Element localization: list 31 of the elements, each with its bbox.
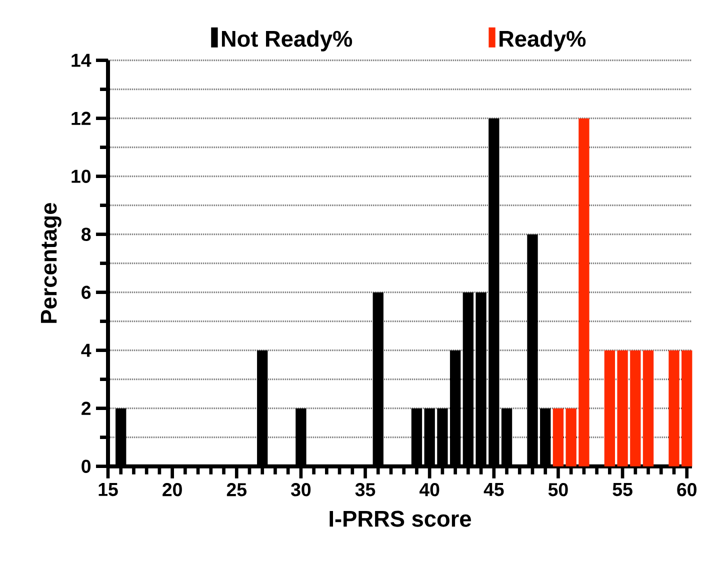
x-tick-label: 45	[484, 483, 504, 496]
x-tick-label: 55	[612, 483, 632, 496]
y-tick-label: 0	[82, 460, 91, 473]
bar	[604, 350, 616, 466]
x-tick-label: 50	[548, 483, 568, 496]
x-tick-label: 25	[226, 483, 247, 496]
bar	[578, 118, 590, 466]
bar	[668, 350, 680, 466]
bar	[630, 350, 641, 466]
y-tick-label: 8	[81, 228, 91, 241]
x-tick-label: 30	[290, 483, 311, 496]
y-tick-label: 4	[81, 344, 92, 357]
y-tick-label: 10	[72, 170, 91, 183]
y-axis-title: Percentage	[40, 203, 62, 323]
x-tick-label: 35	[355, 483, 376, 496]
x-tick-label: 20	[162, 483, 182, 496]
legend-label: Not Ready%	[222, 30, 352, 52]
y-tick-label: 6	[82, 286, 91, 299]
x-tick-label: 40	[420, 483, 440, 496]
y-tick-label: 12	[72, 112, 91, 125]
bar	[617, 350, 628, 466]
x-axis-title: I-PRRS score	[330, 510, 472, 527]
bar	[682, 350, 692, 466]
y-tick-label: 14	[72, 54, 92, 67]
bar	[642, 350, 654, 466]
legend-label: Ready%	[500, 30, 586, 52]
x-tick-label: 60	[677, 483, 696, 496]
bar	[566, 408, 576, 466]
bar	[552, 408, 564, 466]
x-tick-label: 15	[98, 483, 118, 496]
y-tick-label: 2	[82, 402, 91, 415]
